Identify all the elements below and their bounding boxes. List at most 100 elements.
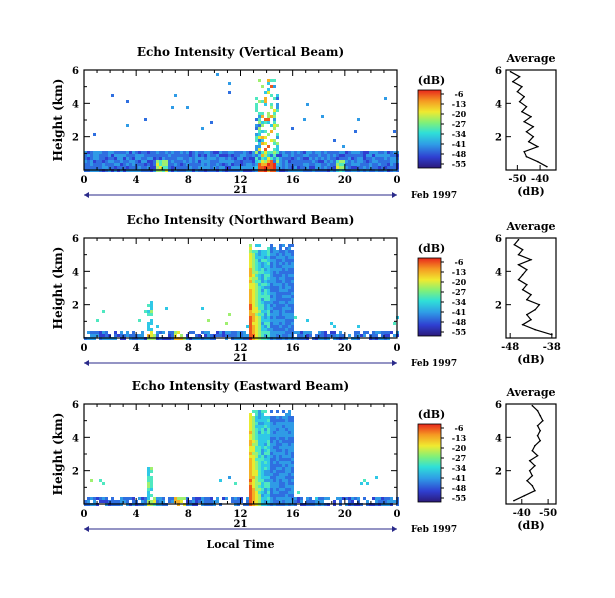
- heatmap: [84, 73, 399, 172]
- heatmap-cell: [255, 461, 258, 464]
- heatmap-cell: [267, 91, 270, 94]
- heatmap-cell: [273, 250, 276, 253]
- heatmap-cell: [114, 334, 117, 337]
- heatmap-cell: [249, 416, 252, 419]
- heatmap-cell: [258, 479, 261, 482]
- profile-point: [534, 489, 536, 492]
- heatmap-cell: [279, 163, 282, 166]
- heatmap-cell: [255, 434, 258, 437]
- heatmap-cell: [276, 476, 279, 479]
- heatmap-cell: [288, 410, 291, 413]
- heatmap-cell: [366, 166, 369, 169]
- heatmap-cell: [255, 160, 258, 163]
- heatmap-cell: [108, 163, 111, 166]
- heatmap-cell: [210, 160, 213, 163]
- heatmap-cell: [225, 497, 228, 500]
- date-arrow-right: [392, 360, 397, 366]
- heatmap-cell: [228, 334, 231, 337]
- heatmap-cell: [270, 103, 273, 106]
- heatmap-cell: [279, 434, 282, 437]
- heatmap-cell: [261, 274, 264, 277]
- heatmap-cell: [387, 500, 390, 503]
- heatmap-cell: [255, 485, 258, 488]
- heatmap-cell: [252, 416, 255, 419]
- heatmap-cell: [174, 154, 177, 157]
- profile-point: [537, 145, 539, 148]
- heatmap-cell: [249, 160, 252, 163]
- heatmap-cell: [261, 313, 264, 316]
- heatmap-cell: [264, 410, 267, 413]
- heatmap-cell: [99, 160, 102, 163]
- heatmap-cell: [291, 434, 294, 437]
- heatmap-cell: [372, 166, 375, 169]
- heatmap-cell: [123, 334, 126, 337]
- heatmap-cell: [147, 482, 150, 485]
- heatmap-cell: [381, 154, 384, 157]
- heatmap-cell: [264, 473, 267, 476]
- heatmap-cell: [363, 166, 366, 169]
- heatmap-cell: [147, 160, 150, 163]
- heatmap-cell: [171, 157, 174, 160]
- heatmap-cell: [252, 422, 255, 425]
- heatmap-cell: [273, 416, 276, 419]
- heatmap-cell: [198, 497, 201, 500]
- profile-point: [517, 278, 520, 281]
- heatmap-cell: [270, 301, 273, 304]
- profile-point: [521, 110, 523, 113]
- heatmap-cell: [186, 160, 189, 163]
- heatmap-cell: [285, 476, 288, 479]
- heatmap-cell: [111, 151, 114, 154]
- heatmap-cell: [246, 160, 249, 163]
- heatmap-cell: [264, 500, 267, 503]
- heatmap-cell: [291, 443, 294, 446]
- heatmap-cell: [258, 449, 261, 452]
- heatmap-cell: [123, 497, 126, 500]
- heatmap-cell: [258, 325, 261, 328]
- heatmap-cell: [255, 334, 258, 337]
- heatmap-cell: [330, 331, 333, 334]
- heatmap-cell: [264, 103, 267, 106]
- heatmap-cell: [264, 443, 267, 446]
- heatmap-cell: [390, 154, 393, 157]
- heatmap-cell: [273, 157, 276, 160]
- heatmap-cell: [147, 310, 150, 313]
- heatmap-cell: [144, 151, 147, 154]
- heatmap-cell: [99, 331, 102, 334]
- heatmap-cell: [270, 473, 273, 476]
- colorbar-tick-label: -6: [455, 257, 464, 267]
- heatmap-cell: [108, 160, 111, 163]
- heatmap-cell: [273, 148, 276, 151]
- heatmap-cell: [264, 166, 267, 169]
- heatmap-cell: [285, 163, 288, 166]
- y-tick-label: 4: [72, 99, 79, 110]
- heatmap-cell: [384, 154, 387, 157]
- heatmap-cell: [282, 304, 285, 307]
- colorbar-tick-label: -41: [452, 139, 466, 149]
- profile-point: [532, 135, 535, 138]
- heatmap-cell: [279, 479, 282, 482]
- heatmap-cell: [258, 313, 261, 316]
- heatmap-cell: [219, 163, 222, 166]
- heatmap-cell: [147, 485, 150, 488]
- profile-frame: [505, 403, 557, 505]
- heatmap-cell: [282, 280, 285, 283]
- heatmap-cell: [123, 166, 126, 169]
- heatmap-cell: [129, 154, 132, 157]
- heatmap-cell: [228, 151, 231, 154]
- x-tick-label: 16: [286, 509, 300, 520]
- heatmap-cell: [249, 467, 252, 470]
- heatmap-cell: [93, 133, 96, 136]
- heatmap-cell: [282, 410, 285, 413]
- heatmap-cell: [267, 250, 270, 253]
- heatmap-cell: [258, 268, 261, 271]
- heatmap-cell: [93, 497, 96, 500]
- heatmap-cell: [261, 416, 264, 419]
- heatmap-cell: [378, 500, 381, 503]
- heatmap-cell: [147, 488, 150, 491]
- heatmap-cell: [177, 151, 180, 154]
- heatmap-cell: [243, 151, 246, 154]
- heatmap-cell: [282, 298, 285, 301]
- heatmap-cell: [216, 73, 219, 76]
- heatmap-cell: [84, 154, 87, 157]
- heatmap-cell: [285, 307, 288, 310]
